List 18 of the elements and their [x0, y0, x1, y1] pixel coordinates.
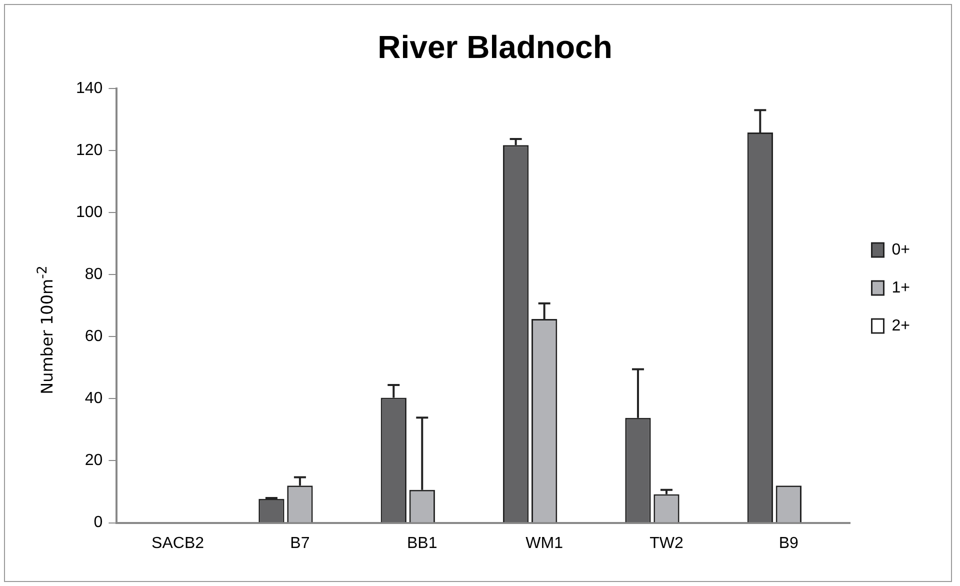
x-tick-label: BB1	[407, 534, 438, 552]
y-tick-label: 80	[84, 266, 103, 283]
y-tick-label: 40	[84, 390, 103, 408]
y-tick-label: 0	[94, 514, 103, 532]
x-tick-label: SACB2	[152, 534, 204, 552]
x-tick-label: TW2	[650, 534, 684, 552]
legend-label: 2+	[892, 317, 910, 334]
y-tick-label: 20	[84, 452, 103, 470]
y-tick-label: 120	[76, 142, 103, 159]
x-tick-label: B7	[290, 534, 310, 552]
chart-title: River Bladnoch	[378, 29, 612, 66]
legend-label: 0+	[892, 241, 910, 258]
legend-label: 1+	[892, 279, 910, 296]
y-tick-label: 60	[84, 328, 103, 346]
y-tick-label: 140	[76, 80, 103, 97]
y-tick-label: 100	[76, 204, 103, 221]
x-tick-label: WM1	[526, 534, 564, 552]
x-tick-label: B9	[778, 534, 799, 552]
